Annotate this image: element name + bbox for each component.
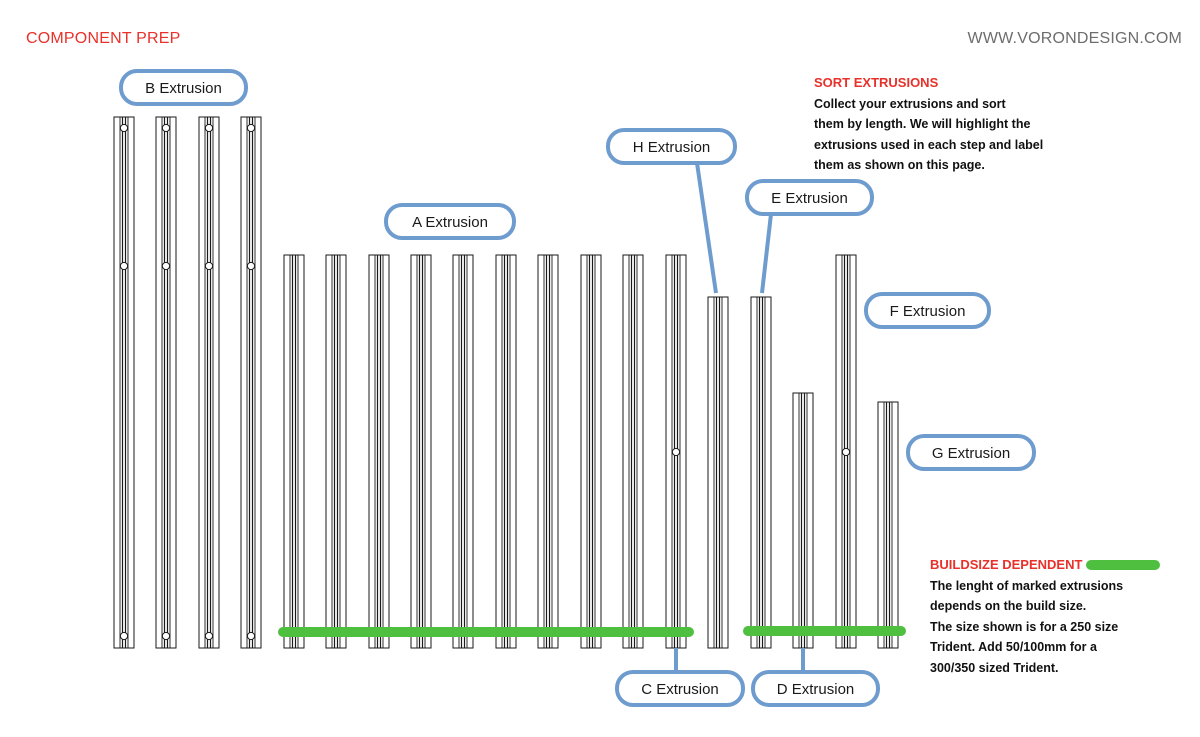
pill-outline [119, 69, 248, 106]
a-extrusion [495, 254, 517, 649]
label-d-extrusion: D Extrusion [751, 670, 880, 707]
pill-outline [606, 128, 737, 165]
extrusion-hole [204, 631, 214, 641]
pill-outline [906, 434, 1036, 471]
pill-outline [745, 179, 874, 216]
extrusion-outline [198, 116, 220, 649]
h-extrusion [707, 296, 729, 649]
label-text: B Extrusion [145, 80, 222, 97]
extrusion-hole [161, 123, 171, 133]
extrusion-outline [877, 401, 899, 649]
note-line: them as shown on this page. [814, 158, 985, 172]
b-extrusion [198, 116, 220, 649]
a-extrusion [368, 254, 390, 649]
label-leaders [674, 162, 805, 672]
extrusion-hole [204, 123, 214, 133]
note-line: extrusions used in each step and label [814, 137, 1044, 152]
extrusion-hole [246, 123, 256, 133]
a-extrusion [622, 254, 644, 649]
pill-outline [615, 670, 745, 707]
pill-outline [751, 670, 880, 707]
b-extrusion [240, 116, 262, 649]
pill-outline [384, 203, 516, 240]
a-extrusion [537, 254, 559, 649]
pill-outline [864, 292, 991, 329]
label-a-extrusion: A Extrusion [384, 203, 516, 240]
a-extrusion [325, 254, 347, 649]
extrusion-outline [452, 254, 474, 649]
note-line: them by length. We will highlight the [814, 117, 1031, 131]
note-line: The size shown is for a 250 size [930, 619, 1119, 634]
label-text: H Extrusion [633, 139, 711, 156]
f-extrusion [835, 254, 857, 649]
extrusion-hole [161, 631, 171, 641]
extrusion-outline [325, 254, 347, 649]
website-url: WWW.VORONDESIGN.COM [967, 30, 1182, 47]
label-b-extrusion: B Extrusion [119, 69, 248, 106]
extrusion-outline [537, 254, 559, 649]
extrusion-outline [707, 296, 729, 649]
note-line: Collect your extrusions and sort [814, 96, 1006, 111]
label-text: A Extrusion [412, 214, 488, 231]
extrusion-outline [113, 116, 135, 649]
b-extrusion [113, 116, 135, 649]
buildsize-dependent-note: BUILDSIZE DEPENDENT The lenght of marked… [930, 555, 1190, 678]
extrusion-hole [246, 261, 256, 271]
extrusion-hole [119, 261, 129, 271]
extrusion-outline [495, 254, 517, 649]
a-extrusion [283, 254, 305, 649]
extrusion-outline [792, 392, 814, 649]
extrusion-outline [368, 254, 390, 649]
label-h-extrusion: H Extrusion [606, 128, 737, 165]
extrusion-hole [671, 447, 681, 457]
page-title: COMPONENT PREP [26, 30, 181, 47]
leader-h [695, 162, 718, 294]
note-line: Trident. Add 50/100mm for a [930, 640, 1097, 654]
a-extrusion [452, 254, 474, 649]
note-title: BUILDSIZE DEPENDENT [930, 557, 1083, 572]
b-extrusion [155, 116, 177, 649]
note-title-row: BUILDSIZE DEPENDENT [930, 555, 1190, 576]
extrusion-outline [580, 254, 602, 649]
label-f-extrusion: F Extrusion [864, 292, 991, 329]
note-title: SORT EXTRUSIONS [814, 75, 939, 90]
green-marker-swatch [1086, 560, 1161, 571]
label-e-extrusion: E Extrusion [745, 179, 874, 216]
extrusion-outline [622, 254, 644, 649]
a-extrusion [410, 254, 432, 649]
extrusion-group [113, 116, 899, 649]
extrusion-hole [119, 123, 129, 133]
a-extrusion [580, 254, 602, 649]
extrusion-hole [119, 631, 129, 641]
extrusion-outline [155, 116, 177, 649]
note-line: The lenght of marked extrusions [930, 578, 1124, 593]
note-line: depends on the build size. [930, 599, 1087, 613]
extrusion-outline [750, 296, 772, 649]
extrusion-outline [240, 116, 262, 649]
g-extrusion [877, 401, 899, 649]
buildsize-markers [278, 626, 906, 637]
label-text: G Extrusion [932, 445, 1010, 462]
e-extrusion [750, 296, 772, 649]
sort-extrusions-note: SORT EXTRUSIONS Collect your extrusions … [814, 73, 1054, 176]
label-text: F Extrusion [890, 303, 966, 320]
label-g-extrusion: G Extrusion [906, 434, 1036, 471]
label-text: E Extrusion [771, 190, 848, 207]
label-c-extrusion: C Extrusion [615, 670, 745, 707]
c-extrusion [665, 254, 687, 649]
extrusion-hole [204, 261, 214, 271]
extrusion-hole [161, 261, 171, 271]
extrusion-outline [410, 254, 432, 649]
label-text: D Extrusion [777, 681, 855, 698]
note-line: 300/350 sized Trident. [930, 660, 1059, 675]
extrusion-hole [841, 447, 851, 457]
d-extrusion [792, 392, 814, 649]
extrusion-hole [246, 631, 256, 641]
label-text: C Extrusion [641, 681, 719, 698]
leader-e [760, 213, 773, 294]
extrusion-outline [283, 254, 305, 649]
